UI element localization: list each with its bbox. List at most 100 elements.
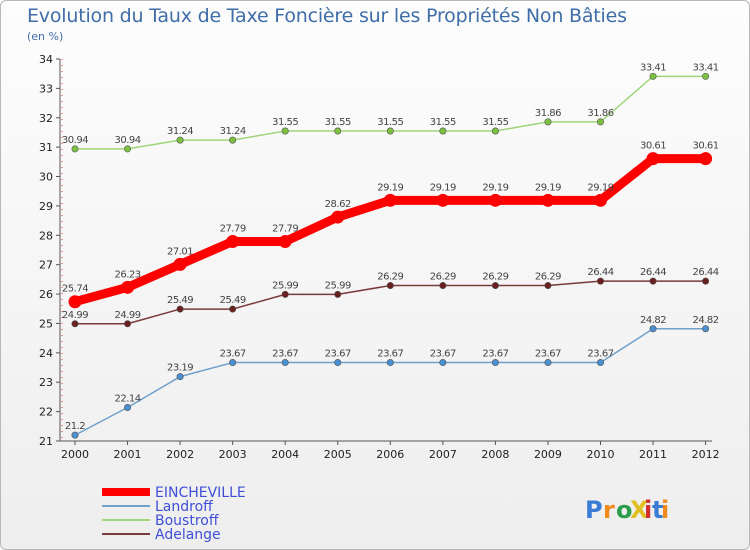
data-point xyxy=(649,277,657,285)
data-point xyxy=(124,404,132,412)
data-label: 31.55 xyxy=(325,117,351,128)
data-point xyxy=(386,282,394,290)
data-label: 28.62 xyxy=(325,199,351,210)
logo-letter: r xyxy=(603,496,615,524)
data-label: 26.29 xyxy=(482,272,508,283)
x-tick-label: 2010 xyxy=(587,448,615,461)
data-label: 23.67 xyxy=(377,349,403,360)
data-point xyxy=(71,431,79,439)
data-point xyxy=(281,127,289,135)
data-point xyxy=(229,136,237,144)
data-label: 25.99 xyxy=(325,280,351,291)
data-label: 26.44 xyxy=(587,267,613,278)
data-label: 31.86 xyxy=(587,108,613,119)
data-point xyxy=(281,290,289,298)
x-tick-label: 2002 xyxy=(166,448,194,461)
data-point xyxy=(699,152,713,166)
y-tick-label: 31 xyxy=(39,141,53,154)
data-label: 26.29 xyxy=(535,272,561,283)
data-point xyxy=(334,290,342,298)
axes: 21 22 23 24 25 26 27 28 29 30 31 32 33 34 2000 2001 2002… xyxy=(39,53,720,461)
data-label: 30.94 xyxy=(62,135,88,146)
data-label: 26.29 xyxy=(430,272,456,283)
logo-letter: i xyxy=(644,496,652,524)
data-label: 24.99 xyxy=(114,310,140,321)
data-label: 27.79 xyxy=(220,223,246,234)
data-point xyxy=(173,257,187,271)
data-label: 26.29 xyxy=(377,272,403,283)
data-label: 21.2 xyxy=(65,421,85,432)
y-tick-label: 21 xyxy=(39,435,53,448)
data-label: 26.44 xyxy=(640,267,666,278)
y-tick-label: 23 xyxy=(39,376,53,389)
data-point xyxy=(176,136,184,144)
data-label: 31.86 xyxy=(535,108,561,119)
data-point xyxy=(702,277,710,285)
data-point xyxy=(226,234,240,248)
logo-letter: o xyxy=(616,496,633,524)
data-label: 23.67 xyxy=(272,349,298,360)
data-point xyxy=(491,359,499,367)
data-label: 23.67 xyxy=(430,349,456,360)
series-line-landroff xyxy=(74,328,707,436)
data-point xyxy=(176,373,184,381)
data-label: 22.14 xyxy=(114,394,140,405)
data-point xyxy=(702,325,710,333)
data-label: 23.67 xyxy=(325,349,351,360)
data-label: 27.79 xyxy=(272,223,298,234)
data-point xyxy=(596,359,604,367)
data-point xyxy=(646,152,660,166)
data-label: 31.55 xyxy=(272,117,298,128)
data-label: 26.23 xyxy=(114,269,140,280)
y-tick-label: 30 xyxy=(39,171,53,184)
x-tick-label: 2011 xyxy=(639,448,667,461)
data-label: 25.49 xyxy=(220,295,246,306)
data-label: 23.67 xyxy=(587,349,613,360)
data-label: 24.82 xyxy=(640,315,666,326)
data-point xyxy=(491,282,499,290)
data-label: 26.44 xyxy=(693,267,719,278)
legend-label-adelange: Adelange xyxy=(155,527,221,543)
x-tick-label: 2004 xyxy=(271,448,299,461)
data-point xyxy=(281,359,289,367)
y-tick-label: 28 xyxy=(39,229,53,242)
data-point xyxy=(649,72,657,80)
data-point xyxy=(386,127,394,135)
data-point xyxy=(491,127,499,135)
data-point xyxy=(386,359,394,367)
data-label: 31.24 xyxy=(167,126,193,137)
data-point xyxy=(541,193,555,207)
chart-title: Evolution du Taux de Taxe Foncière sur l… xyxy=(27,5,627,27)
data-point xyxy=(544,359,552,367)
data-point xyxy=(702,72,710,80)
y-tick-label: 26 xyxy=(39,288,53,301)
series-points xyxy=(68,72,713,439)
data-point xyxy=(439,282,447,290)
data-point xyxy=(439,127,447,135)
y-tick-label: 32 xyxy=(39,112,53,125)
x-tick-label: 2005 xyxy=(324,448,352,461)
data-point xyxy=(229,305,237,313)
data-label: 33.41 xyxy=(640,62,666,73)
data-label: 24.99 xyxy=(62,310,88,321)
x-tick-label: 2001 xyxy=(114,448,142,461)
data-point xyxy=(124,320,132,328)
data-point xyxy=(439,359,447,367)
data-point xyxy=(488,193,502,207)
data-label: 31.24 xyxy=(220,126,246,137)
logo-letter: t xyxy=(652,496,663,524)
data-label: 31.55 xyxy=(430,117,456,128)
x-tick-label: 2003 xyxy=(219,448,247,461)
data-point xyxy=(383,193,397,207)
data-point xyxy=(334,127,342,135)
data-point xyxy=(124,145,132,153)
data-point xyxy=(71,145,79,153)
data-point xyxy=(596,118,604,126)
data-label: 29.19 xyxy=(430,182,456,193)
y-tick-label: 25 xyxy=(39,317,53,330)
data-label: 24.82 xyxy=(693,315,719,326)
chart-subtitle: (en %) xyxy=(27,30,64,43)
data-label: 23.19 xyxy=(167,363,193,374)
